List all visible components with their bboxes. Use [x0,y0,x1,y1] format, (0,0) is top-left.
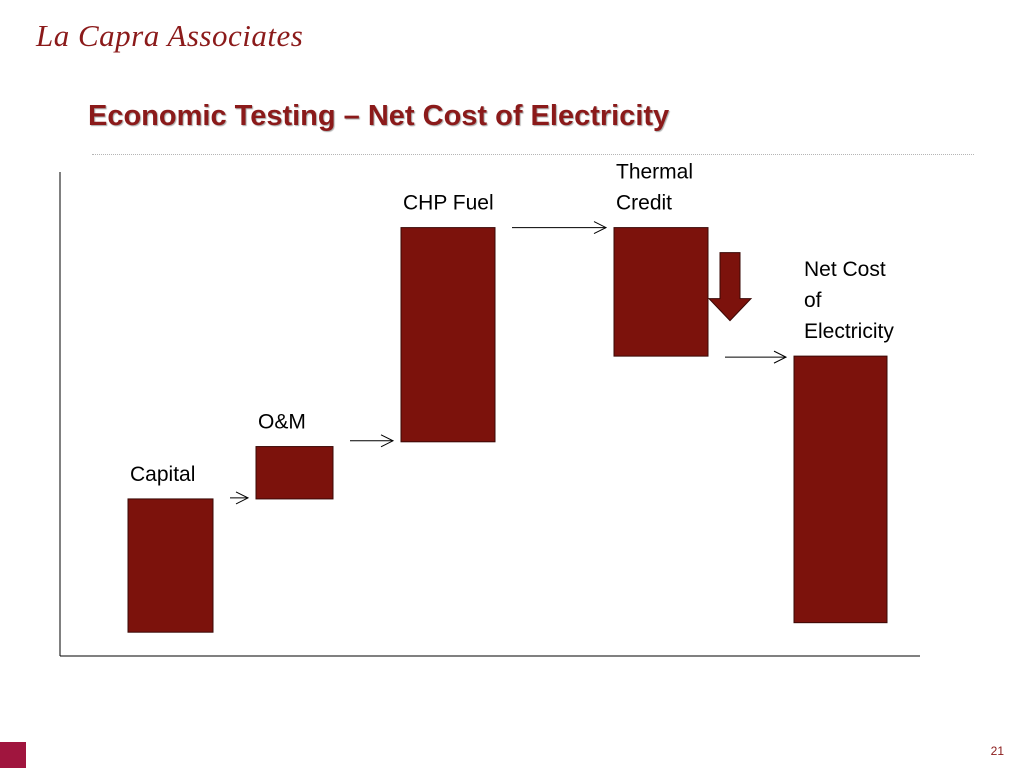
bar-capital [127,498,214,633]
label-line-net-cost-of-electricity: Net Cost [804,258,886,281]
chart-marks: Capital O&M CHP Fuel Thermal Credit Net Cost o… [127,161,894,633]
label-line-chp-fuel: CHP Fuel [403,192,494,215]
label-line-net-cost-of-electricity: Electricity [804,320,894,343]
page-number: 21 [990,744,1004,758]
title-divider [92,154,974,155]
label-line-o-m: O&M [258,411,306,434]
corner-accent [0,742,26,768]
bar-thermal-credit [613,227,709,357]
label-thermal-credit: Thermal Credit [616,161,693,215]
label-line-thermal-credit: Thermal [616,161,693,184]
bar-o-m [255,446,334,500]
bar-chp-fuel [400,227,496,443]
label-line-thermal-credit: Credit [616,192,672,215]
label-chp-fuel: CHP Fuel [403,192,494,215]
slide-title: Economic Testing – Net Cost of Electrici… [88,100,670,132]
label-line-capital: Capital [130,463,195,486]
connector-arrowhead-1 [235,491,250,505]
decrease-arrow-icon [707,252,753,322]
label-net-cost-of-electricity: Net Cost of Electricity [804,258,894,343]
connector-arrowhead-4 [773,350,788,364]
connector-arrowhead-2 [380,434,395,448]
bar-net-cost-of-electricity [793,355,888,624]
label-capital: Capital [130,463,195,486]
company-logo: La Capra Associates [36,18,304,53]
label-o-m: O&M [258,411,306,434]
label-line-net-cost-of-electricity: of [804,289,822,312]
connector-arrowhead-3 [593,221,608,235]
